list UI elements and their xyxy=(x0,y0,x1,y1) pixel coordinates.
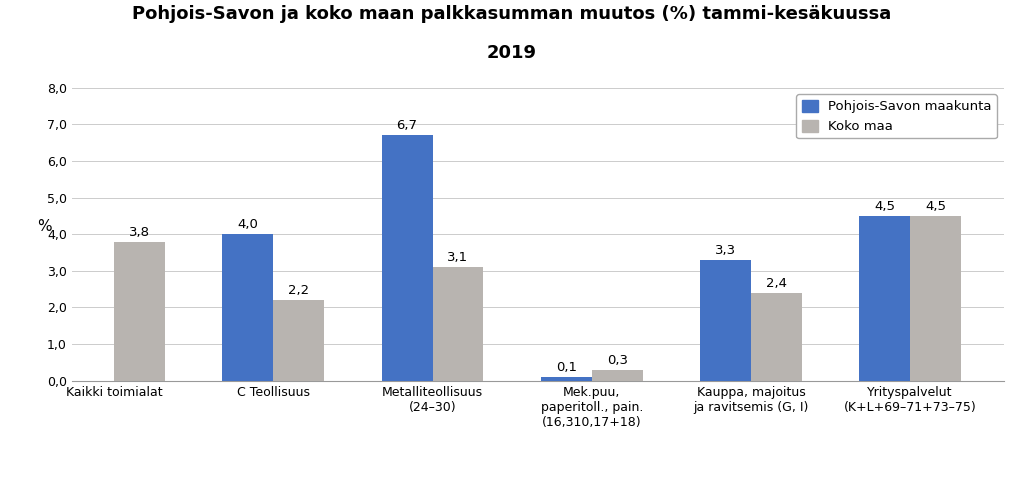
Bar xyxy=(700,260,751,381)
Bar xyxy=(222,234,273,381)
Text: 3,1: 3,1 xyxy=(447,251,469,264)
Bar xyxy=(541,377,592,381)
Bar xyxy=(592,370,643,381)
Bar xyxy=(910,216,962,381)
Text: 2,4: 2,4 xyxy=(766,277,787,290)
Text: 0,3: 0,3 xyxy=(606,354,628,367)
Text: 3,3: 3,3 xyxy=(715,244,736,257)
Text: 2,2: 2,2 xyxy=(288,284,309,297)
Text: 4,0: 4,0 xyxy=(238,218,258,231)
Text: 4,5: 4,5 xyxy=(926,200,946,213)
Text: 2019: 2019 xyxy=(487,44,537,62)
Bar xyxy=(273,300,325,381)
Bar xyxy=(114,242,165,381)
Text: 0,1: 0,1 xyxy=(556,361,577,374)
Text: 4,5: 4,5 xyxy=(874,200,895,213)
Bar xyxy=(859,216,910,381)
Y-axis label: %: % xyxy=(37,219,51,234)
Text: 6,7: 6,7 xyxy=(396,120,418,133)
Legend: Pohjois-Savon maakunta, Koko maa: Pohjois-Savon maakunta, Koko maa xyxy=(797,95,997,139)
Text: Pohjois-Savon ja koko maan palkkasumman muutos (%) tammi-kesäkuussa: Pohjois-Savon ja koko maan palkkasumman … xyxy=(132,5,892,23)
Bar xyxy=(432,267,483,381)
Bar xyxy=(751,293,802,381)
Text: 3,8: 3,8 xyxy=(129,225,150,239)
Bar xyxy=(382,136,432,381)
